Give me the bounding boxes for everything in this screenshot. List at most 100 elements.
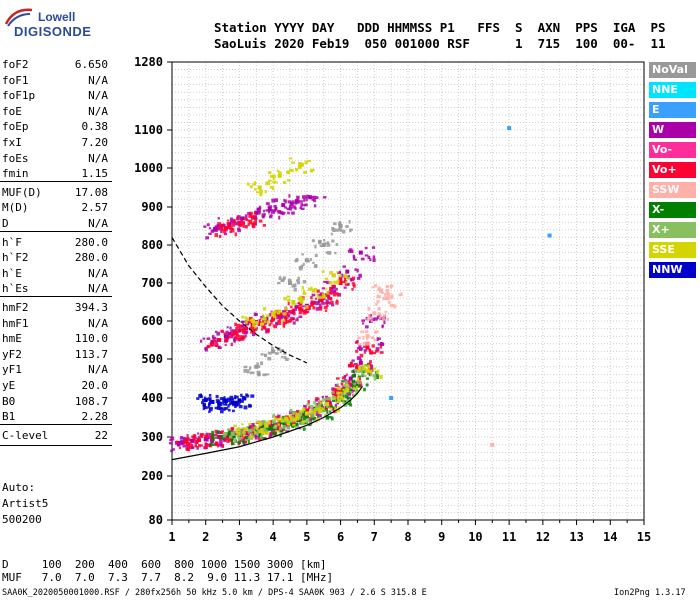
echo-dot <box>374 330 377 335</box>
param-value-20: 20.0 <box>81 379 109 392</box>
echo-dot <box>245 320 248 325</box>
echo-dot <box>240 219 244 222</box>
echo-dot <box>342 229 346 234</box>
echo-dot <box>262 224 266 227</box>
echo-dot <box>373 373 377 378</box>
echo-dot <box>240 320 245 323</box>
echo-dot <box>282 321 286 326</box>
echo-dot <box>319 409 323 414</box>
echo-dot <box>224 432 228 436</box>
echo-dot <box>400 292 403 297</box>
echo-dot <box>357 375 362 378</box>
echo-dot <box>291 308 296 312</box>
echo-dot <box>247 320 252 324</box>
echo-dot <box>363 351 366 354</box>
echo-dot <box>170 436 175 441</box>
echo-dot <box>277 309 281 313</box>
echo-dot <box>349 403 353 407</box>
echo-dot <box>242 430 245 434</box>
echo-dot <box>327 415 332 419</box>
echo-dot <box>338 387 342 391</box>
echo-dot <box>303 170 308 174</box>
echo-dot <box>283 352 287 355</box>
echo-dot <box>269 319 274 323</box>
data-point-vo <box>223 434 228 439</box>
echo-dot <box>188 446 192 450</box>
echo-dot <box>274 309 277 314</box>
echo-dot <box>377 307 381 311</box>
echo-dot <box>295 305 299 309</box>
echo-dot <box>323 295 327 298</box>
echo-dot <box>251 223 255 228</box>
echo-dot <box>249 211 253 216</box>
echo-dot <box>240 337 245 341</box>
panel-separator <box>0 230 112 232</box>
param-value-7: 1.15 <box>81 167 109 181</box>
echo-dot <box>233 339 236 343</box>
echo-dot <box>382 317 386 321</box>
param-value-22: 2.28 <box>81 410 109 424</box>
echo-dot <box>238 440 242 445</box>
echo-dot <box>328 291 332 294</box>
echo-dot <box>311 415 314 420</box>
echo-dot <box>326 290 329 295</box>
echo-dot <box>307 159 312 163</box>
echo-dot <box>209 406 213 410</box>
echo-dot <box>320 403 323 407</box>
echo-dot <box>291 415 295 419</box>
echo-dot <box>233 437 237 442</box>
echo-dot <box>380 291 385 294</box>
echo-dot <box>363 345 367 348</box>
echo-dot <box>271 419 276 424</box>
echo-dot <box>271 210 275 214</box>
echo-dot <box>214 225 219 229</box>
echo-dot <box>361 372 365 376</box>
echo-dot <box>203 406 206 409</box>
echo-dot <box>358 356 362 361</box>
echo-dot <box>169 438 173 442</box>
echo-dot <box>302 291 307 295</box>
echo-dot <box>276 311 281 315</box>
param-label-4: foEp <box>2 120 29 134</box>
echo-dot <box>317 293 321 297</box>
echo-dot <box>383 314 386 318</box>
echo-dot <box>247 322 250 325</box>
echo-dot <box>253 325 257 329</box>
echo-dot <box>267 181 271 186</box>
data-point-x <box>230 431 235 436</box>
echo-dot <box>191 446 195 450</box>
echo-dot <box>260 315 263 320</box>
echo-dot <box>263 427 266 431</box>
echo-dot <box>308 419 313 423</box>
echo-dot <box>319 303 322 306</box>
echo-dot <box>377 286 381 290</box>
echo-dot <box>264 190 267 194</box>
echo-dot <box>255 426 259 431</box>
echo-dot <box>282 276 286 280</box>
echo-dot <box>360 330 365 334</box>
echo-dot <box>248 327 253 331</box>
echo-dot <box>266 316 269 320</box>
echo-dot <box>277 210 281 213</box>
echo-dot <box>294 308 298 311</box>
param-label-22: B1 <box>2 410 16 424</box>
echo-dot <box>224 343 227 346</box>
echo-dot <box>332 222 337 226</box>
echo-dot <box>303 198 306 202</box>
echo-dot <box>311 293 316 297</box>
echo-dot <box>241 423 244 426</box>
echo-dot <box>344 381 349 385</box>
echo-dot <box>278 317 282 322</box>
echo-dot <box>336 280 340 285</box>
echo-dot <box>366 335 369 339</box>
echo-dot <box>335 228 340 232</box>
echo-dot <box>373 376 377 381</box>
y-tick-label: 500 <box>141 352 163 366</box>
echo-dot <box>271 346 274 351</box>
echo-dot <box>328 297 332 301</box>
data-point-vo <box>298 306 303 311</box>
echo-dot <box>264 353 267 358</box>
footer-file-info: SAA0K_2020050001000.RSF / 280fx256h 50 k… <box>2 588 427 598</box>
echo-dot <box>294 202 298 205</box>
echo-dot <box>323 238 326 242</box>
